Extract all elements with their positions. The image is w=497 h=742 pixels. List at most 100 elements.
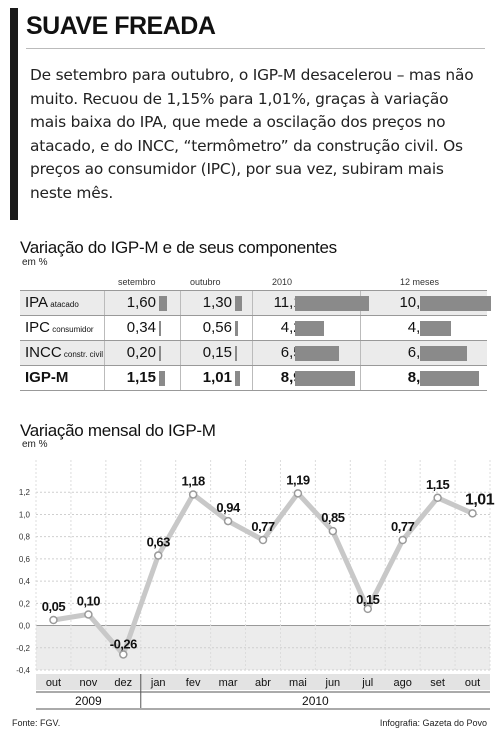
- cell-bar: [295, 346, 339, 361]
- data-label: 0,77: [251, 519, 275, 534]
- year-label: 2009: [75, 694, 102, 708]
- x-tick-label: dez: [114, 677, 132, 689]
- credit-note: Infografia: Gazeta do Povo: [379, 718, 487, 728]
- data-label: 0,63: [147, 535, 171, 550]
- cell-bar: [159, 371, 165, 386]
- row-label-text: IPA: [25, 294, 49, 311]
- column-separator: [180, 291, 181, 315]
- data-point: [119, 650, 128, 659]
- row-label-text: IPC: [25, 319, 51, 336]
- lead-bar: [10, 60, 18, 220]
- column-separator: [180, 341, 181, 365]
- data-point: [49, 615, 58, 625]
- x-tick-label: set: [430, 677, 445, 689]
- data-point: [188, 490, 198, 499]
- monthly-igpm-chart: -0,4 -0,2 0,0 0,2 0,4 0,6 0,8 1,0 1,2 0,05 0,10 -0,…: [16, 460, 495, 710]
- data-point: [363, 604, 373, 614]
- y-tick-label: -0,4: [16, 666, 30, 675]
- headline: SUAVE FREADA: [26, 12, 216, 40]
- data-label: 0,10: [77, 593, 101, 608]
- cell-bar: [420, 346, 467, 361]
- x-tick-label: ago: [394, 677, 412, 689]
- y-tick-label: 0,4: [19, 577, 31, 586]
- x-tick-label: mar: [219, 677, 238, 689]
- row-label-text: IGP-M: [25, 369, 69, 386]
- x-tick-label: jan: [150, 677, 166, 689]
- cell-value: 0,15: [202, 344, 232, 361]
- data-label: 1,15: [426, 477, 450, 492]
- x-tick-label: fev: [186, 677, 201, 689]
- data-point: [398, 535, 407, 545]
- cell-value: 1,30: [202, 294, 232, 311]
- data-point: [258, 535, 268, 545]
- y-tick-label: 1,2: [19, 488, 31, 497]
- row-label: INCC constr. civil: [25, 344, 103, 361]
- column-separator: [104, 316, 105, 340]
- cell-value: 0,56: [202, 319, 232, 336]
- cell-bar: [295, 371, 355, 386]
- cell-bar: [235, 346, 237, 361]
- cell-bar: [420, 371, 479, 386]
- y-tick-label: -0,2: [16, 644, 30, 653]
- y-tick-label: 1,0: [19, 510, 31, 519]
- data-point: [468, 509, 477, 518]
- y-tick-label: 0,6: [19, 555, 31, 564]
- column-header-0: setembro: [118, 277, 156, 287]
- x-tick-label: out: [465, 677, 480, 689]
- data-label: 0,05: [42, 599, 66, 614]
- data-label: 0,85: [321, 510, 345, 525]
- data-point: [293, 489, 303, 498]
- x-tick-label: nov: [80, 677, 98, 689]
- data-label: -0,26: [110, 636, 137, 651]
- table-row: IPA atacado 1,60 1,30 11,14 10,67: [20, 291, 492, 315]
- source-note: Fonte: FGV.: [12, 718, 61, 728]
- column-separator: [104, 341, 105, 365]
- data-point: [223, 516, 233, 526]
- column-separator: [180, 316, 181, 340]
- data-label: 1,19: [286, 472, 310, 487]
- table-unit: em %: [22, 257, 48, 268]
- cell-bar: [235, 371, 240, 386]
- table-row: IGP-M1,151,018,988,81: [20, 366, 487, 390]
- headline-rule: [26, 48, 485, 49]
- cell-bar: [235, 296, 242, 311]
- row-sublabel: atacado: [48, 300, 79, 309]
- month-band: [36, 674, 490, 690]
- data-point: [433, 493, 442, 503]
- column-separator: [252, 316, 253, 340]
- data-point: [328, 526, 338, 536]
- cell-bar: [159, 296, 167, 311]
- column-header-3: 12 meses: [400, 277, 440, 287]
- data-label: 1,18: [181, 473, 205, 488]
- x-tick-label: out: [46, 677, 61, 689]
- cell-value: 1,15: [126, 369, 156, 386]
- column-header-2: 2010: [272, 277, 293, 287]
- chart-title: Variação mensal do IGP-M: [20, 421, 216, 440]
- column-separator: [252, 291, 253, 315]
- column-separator: [104, 366, 105, 390]
- row-sublabel: constr. civil: [61, 350, 104, 359]
- row-label-text: INCC: [25, 344, 62, 361]
- year-label: 2010: [302, 694, 329, 708]
- cell-value: 0,34: [126, 319, 156, 336]
- table-row-rule: [20, 390, 487, 391]
- cell-value: 0,20: [126, 344, 156, 361]
- table-row-rule: [20, 365, 487, 366]
- data-point: [153, 551, 163, 560]
- data-point: [84, 610, 93, 619]
- table-row-rule: [20, 340, 487, 341]
- table-title: Variação do IGP-M e de seus componentes: [20, 238, 337, 257]
- column-separator: [180, 366, 181, 390]
- x-tick-label: jul: [361, 677, 373, 689]
- column-separator: [252, 341, 253, 365]
- negative-zone: [36, 625, 490, 670]
- column-header-1: outubro: [190, 277, 221, 287]
- cell-bar: [235, 321, 238, 336]
- column-separator: [360, 341, 361, 365]
- row-label: IPC consumidor: [25, 319, 94, 336]
- table-row-rule: [20, 315, 487, 316]
- cell-bar: [420, 296, 492, 311]
- data-label: 0,15: [356, 592, 380, 607]
